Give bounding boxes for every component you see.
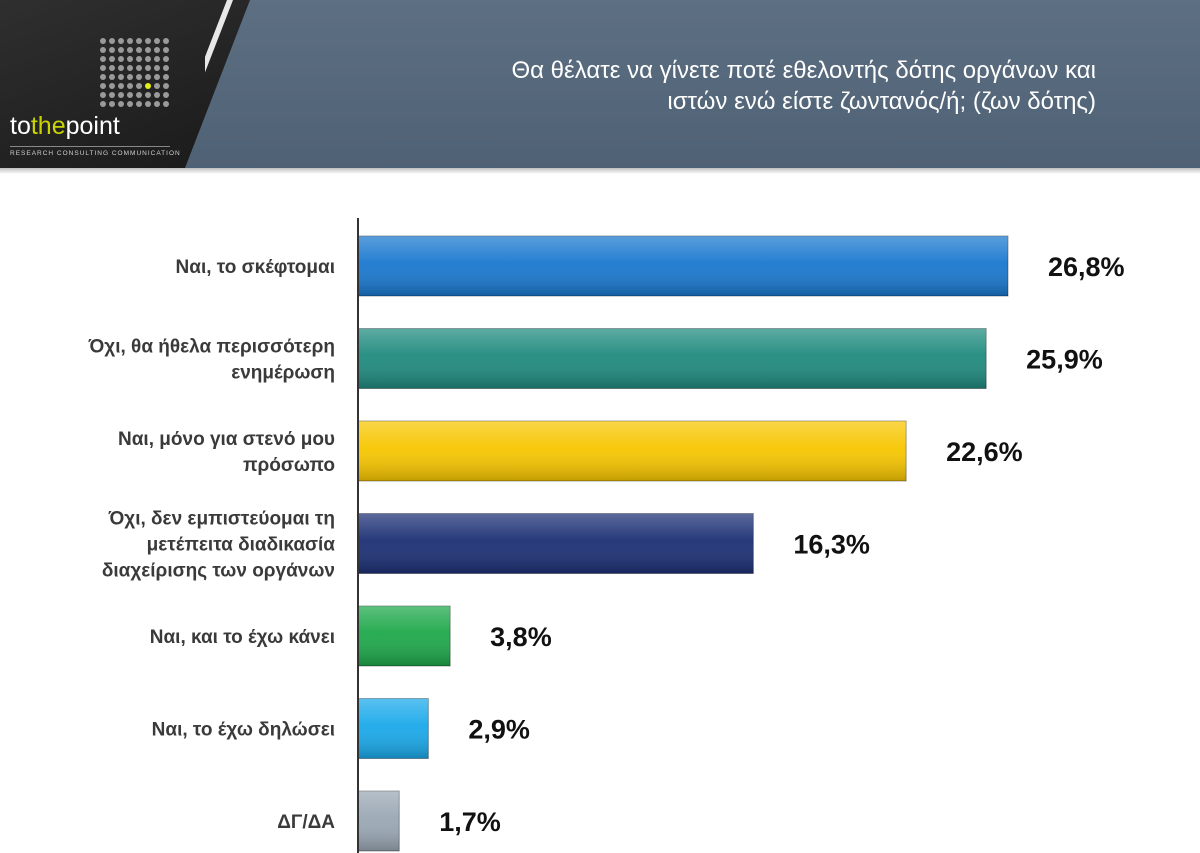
logo-dot	[109, 56, 115, 62]
bar-highlight	[358, 606, 451, 666]
logo-dot	[145, 101, 151, 107]
logo-dot	[118, 38, 124, 44]
logo-dot	[100, 65, 106, 71]
bar-highlight	[358, 328, 987, 389]
logo-dot	[118, 47, 124, 53]
category-label: Ναι, μόνο για στενό μου	[118, 429, 335, 450]
logo-dot	[154, 65, 160, 71]
logo-dot	[154, 74, 160, 80]
category-label: Ναι, το σκέφτομαι	[176, 257, 335, 278]
logo-dot	[163, 56, 169, 62]
logo-dot	[154, 56, 160, 62]
logo-dot	[136, 56, 142, 62]
logo-dot	[100, 74, 106, 80]
value-label: 1,7%	[439, 807, 501, 837]
logo-wordmark: tothepoint	[10, 112, 120, 140]
logo-dot	[127, 83, 133, 89]
logo-dot	[163, 65, 169, 71]
logo-dot	[127, 65, 133, 71]
logo-dot	[163, 101, 169, 107]
page-title: Θα θέλατε να γίνετε ποτέ εθελοντής δότης…	[336, 55, 1096, 117]
logo-dot	[109, 83, 115, 89]
logo-dot	[109, 65, 115, 71]
logo-dot	[100, 83, 106, 89]
logo-dot	[145, 92, 151, 98]
value-label: 16,3%	[793, 530, 870, 560]
value-label: 3,8%	[490, 622, 552, 652]
logo-dot	[163, 74, 169, 80]
logo-dot	[136, 47, 142, 53]
logo-dot	[127, 38, 133, 44]
category-label: ενημέρωση	[231, 363, 335, 384]
logo-dot	[127, 92, 133, 98]
logo-dot	[136, 74, 142, 80]
category-label: ΔΓ/ΔΑ	[277, 812, 335, 833]
logo-dot	[109, 38, 115, 44]
logo-dot	[163, 38, 169, 44]
logo-dot	[136, 92, 142, 98]
logo-tagline: RESEARCH CONSULTING COMMUNICATION	[10, 150, 181, 157]
category-label: μετέπειτα διαδικασία	[147, 535, 336, 556]
logo-dot	[145, 47, 151, 53]
logo-dot	[145, 83, 151, 89]
logo-dot	[154, 83, 160, 89]
bar-highlight	[358, 698, 429, 759]
logo-dot	[136, 65, 142, 71]
logo-dot	[136, 101, 142, 107]
logo-dot	[127, 56, 133, 62]
category-label: Όχι, θα ήθελα περισσότερη	[88, 337, 335, 358]
logo-dot	[154, 92, 160, 98]
logo-dot	[127, 47, 133, 53]
bar-highlight	[358, 236, 1008, 296]
bar-highlight	[358, 421, 907, 481]
category-label: Ναι, και το έχω κάνει	[150, 627, 335, 648]
logo-dot	[145, 56, 151, 62]
logo-dot	[100, 38, 106, 44]
category-label: Όχι, δεν εμπιστεύομαι τη	[108, 509, 335, 530]
logo-dot	[145, 65, 151, 71]
logo-dot	[118, 92, 124, 98]
logo-dot	[118, 65, 124, 71]
logo-dot	[109, 47, 115, 53]
logo-dot	[163, 47, 169, 53]
logo-dot	[145, 38, 151, 44]
logo-dot	[127, 74, 133, 80]
logo-dot	[145, 74, 151, 80]
category-label: Ναι, το έχω δηλώσει	[152, 720, 335, 741]
logo-dot	[136, 38, 142, 44]
logo-dot	[118, 74, 124, 80]
page-title-line-2: ιστών ενώ είστε ζωντανός/ή; (ζων δότης)	[667, 88, 1096, 115]
logo-dot	[163, 83, 169, 89]
bar-chart: 26,8% Ναι, το σκέφτομαι 25,9% Όχι, θα ήθελα…	[88, 218, 1125, 853]
logo-dot	[100, 101, 106, 107]
logo-dot	[109, 92, 115, 98]
logo-dot	[100, 92, 106, 98]
logo-dot	[109, 101, 115, 107]
category-label: πρόσωπο	[243, 455, 335, 476]
value-label: 26,8%	[1048, 252, 1125, 282]
header: tothepoint RESEARCH CONSULTING COMMUNICA…	[0, 0, 1200, 174]
logo-dot	[127, 101, 133, 107]
value-label: 2,9%	[468, 715, 530, 745]
logo-dot	[136, 83, 142, 89]
logo-dot	[118, 101, 124, 107]
logo-dot	[118, 56, 124, 62]
logo-dot	[109, 74, 115, 80]
logo-dot	[163, 92, 169, 98]
value-label: 22,6%	[946, 437, 1023, 467]
logo-dot	[100, 56, 106, 62]
category-label: διαχείρισης των οργάνων	[102, 561, 335, 582]
logo-dot	[100, 47, 106, 53]
value-label: 25,9%	[1026, 345, 1103, 375]
logo-dot	[154, 47, 160, 53]
logo-dot-grid-icon	[100, 38, 172, 110]
logo-dot	[118, 83, 124, 89]
page-title-line-1: Θα θέλατε να γίνετε ποτέ εθελοντής δότης…	[511, 57, 1096, 84]
header-shadow	[0, 168, 1200, 174]
bar-highlight	[358, 513, 754, 574]
logo-rule	[10, 146, 170, 147]
logo-dot	[154, 38, 160, 44]
bar-highlight	[358, 791, 400, 851]
logo-dot	[154, 101, 160, 107]
